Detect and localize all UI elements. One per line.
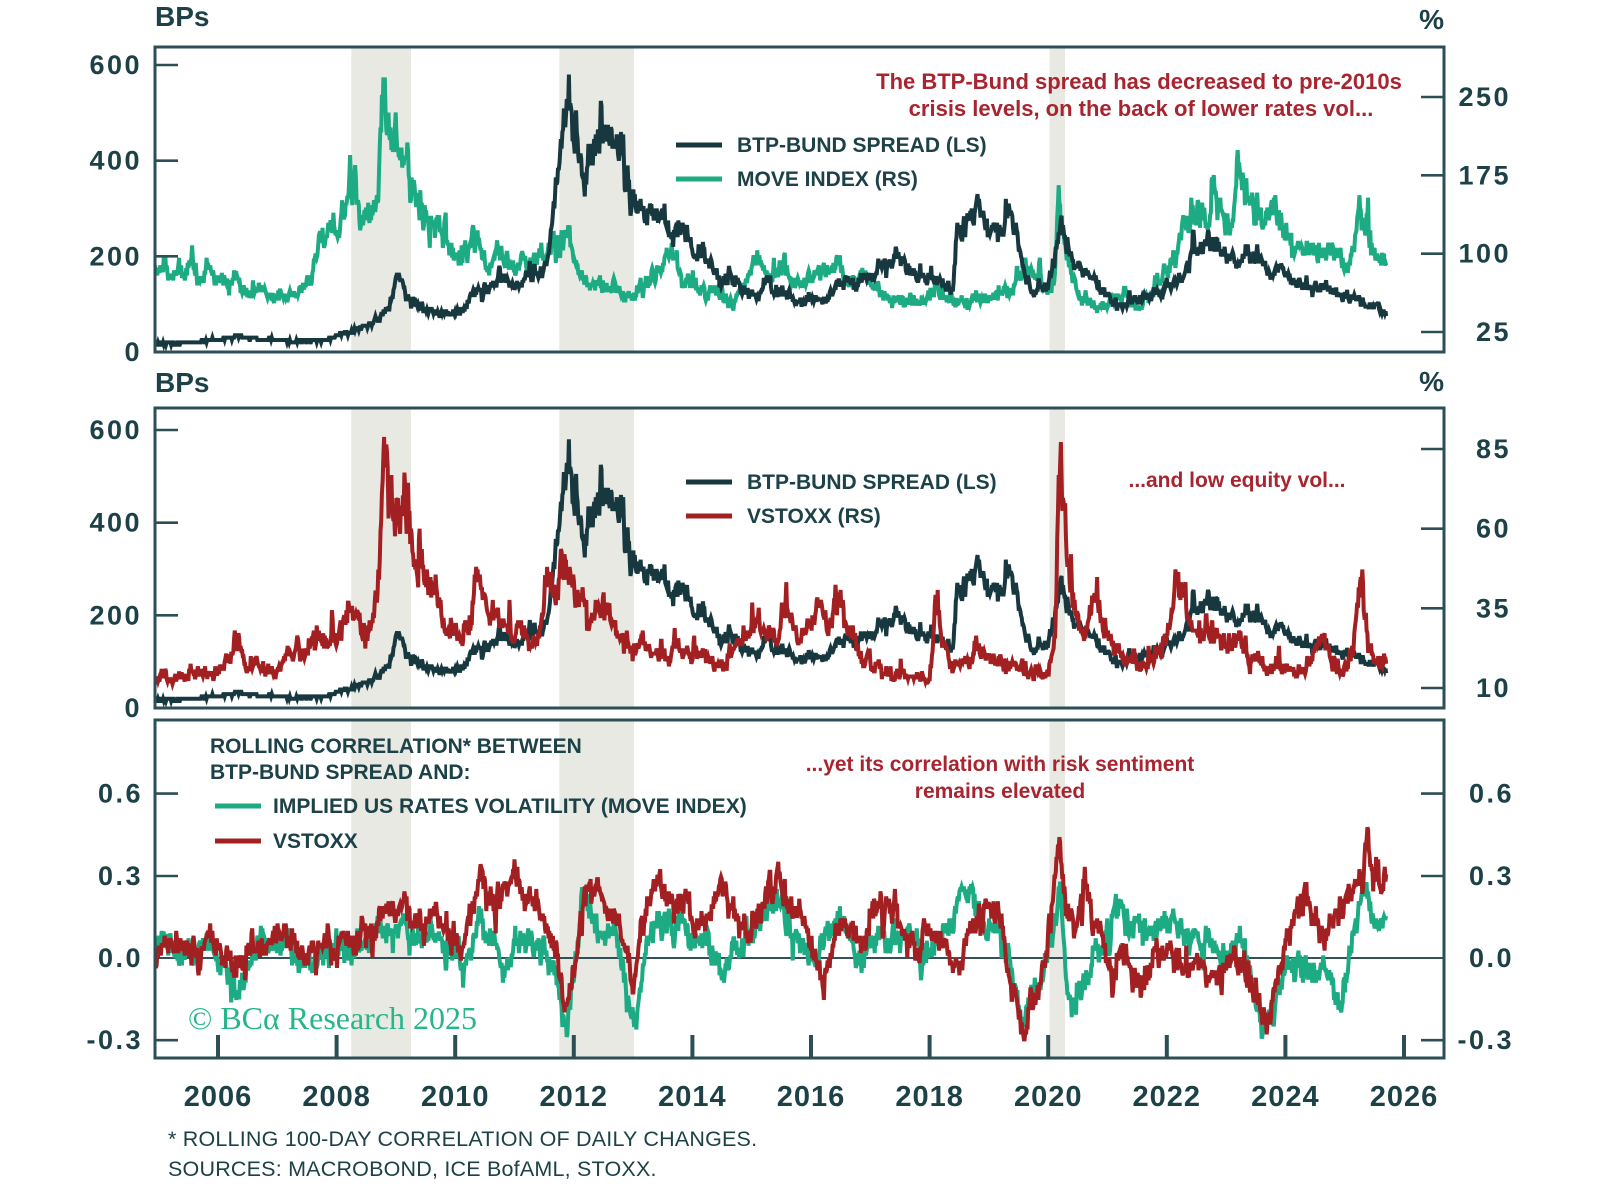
svg-text:400: 400	[89, 146, 142, 176]
svg-text:2026: 2026	[1370, 1081, 1439, 1113]
svg-text:SOURCES: MACROBOND, ICE BofAML: SOURCES: MACROBOND, ICE BofAML, STOXX.	[168, 1157, 657, 1181]
svg-text:2010: 2010	[421, 1081, 490, 1113]
svg-text:400: 400	[89, 508, 142, 538]
svg-text:BPs: BPs	[155, 367, 209, 398]
svg-text:%: %	[1419, 4, 1444, 35]
svg-text:VSTOXX (RS): VSTOXX (RS)	[747, 505, 881, 528]
svg-text:© BCα Research 2025: © BCα Research 2025	[188, 1000, 477, 1036]
svg-text:0.6: 0.6	[1469, 779, 1514, 809]
svg-text:...yet its correlation with ri: ...yet its correlation with risk sentime…	[806, 753, 1195, 776]
svg-text:600: 600	[89, 415, 142, 445]
svg-text:2006: 2006	[184, 1081, 253, 1113]
svg-text:BTP-BUND SPREAD (LS): BTP-BUND SPREAD (LS)	[747, 471, 997, 494]
svg-text:0: 0	[124, 337, 142, 367]
svg-text:2022: 2022	[1133, 1081, 1202, 1113]
svg-text:MOVE INDEX (RS): MOVE INDEX (RS)	[737, 168, 918, 191]
svg-text:ROLLING CORRELATION* BETWEEN: ROLLING CORRELATION* BETWEEN	[210, 735, 582, 758]
svg-text:-0.3: -0.3	[86, 1025, 143, 1055]
svg-text:25: 25	[1476, 317, 1511, 347]
svg-text:0.0: 0.0	[98, 943, 143, 973]
svg-text:2020: 2020	[1014, 1081, 1083, 1113]
svg-text:%: %	[1419, 366, 1444, 397]
svg-text:2014: 2014	[658, 1081, 727, 1113]
svg-text:100: 100	[1458, 239, 1511, 269]
svg-text:BPs: BPs	[155, 1, 209, 32]
svg-text:85: 85	[1476, 434, 1511, 464]
svg-text:600: 600	[89, 50, 142, 80]
svg-text:2016: 2016	[777, 1081, 846, 1113]
svg-text:10: 10	[1476, 673, 1511, 703]
svg-text:crisis levels, on the back of: crisis levels, on the back of lower rate…	[909, 96, 1374, 121]
svg-text:...and low equity vol...: ...and low equity vol...	[1128, 469, 1345, 492]
svg-text:60: 60	[1476, 514, 1511, 544]
svg-text:The BTP-Bund spread has decrea: The BTP-Bund spread has decreased to pre…	[876, 69, 1402, 94]
svg-text:remains elevated: remains elevated	[915, 780, 1085, 803]
svg-text:IMPLIED US RATES VOLATILITY (M: IMPLIED US RATES VOLATILITY (MOVE INDEX)	[273, 795, 747, 818]
svg-text:35: 35	[1476, 593, 1511, 623]
svg-text:2012: 2012	[540, 1081, 609, 1113]
svg-text:2008: 2008	[302, 1081, 371, 1113]
svg-text:VSTOXX: VSTOXX	[273, 830, 358, 853]
svg-text:175: 175	[1458, 160, 1511, 190]
svg-text:0: 0	[124, 693, 142, 723]
svg-text:200: 200	[89, 241, 142, 271]
svg-text:* ROLLING 100-DAY CORRELATION: * ROLLING 100-DAY CORRELATION OF DAILY C…	[168, 1127, 757, 1151]
svg-text:200: 200	[89, 600, 142, 630]
svg-text:0.3: 0.3	[98, 861, 143, 891]
svg-text:-0.3: -0.3	[1457, 1025, 1514, 1055]
svg-text:2018: 2018	[895, 1081, 964, 1113]
svg-text:2024: 2024	[1251, 1081, 1320, 1113]
svg-text:BTP-BUND SPREAD (LS): BTP-BUND SPREAD (LS)	[737, 134, 987, 157]
svg-text:0.6: 0.6	[98, 779, 143, 809]
svg-text:0.3: 0.3	[1469, 861, 1514, 891]
svg-text:BTP-BUND SPREAD AND:: BTP-BUND SPREAD AND:	[210, 761, 471, 784]
svg-text:250: 250	[1458, 82, 1511, 112]
svg-text:0.0: 0.0	[1469, 943, 1514, 973]
